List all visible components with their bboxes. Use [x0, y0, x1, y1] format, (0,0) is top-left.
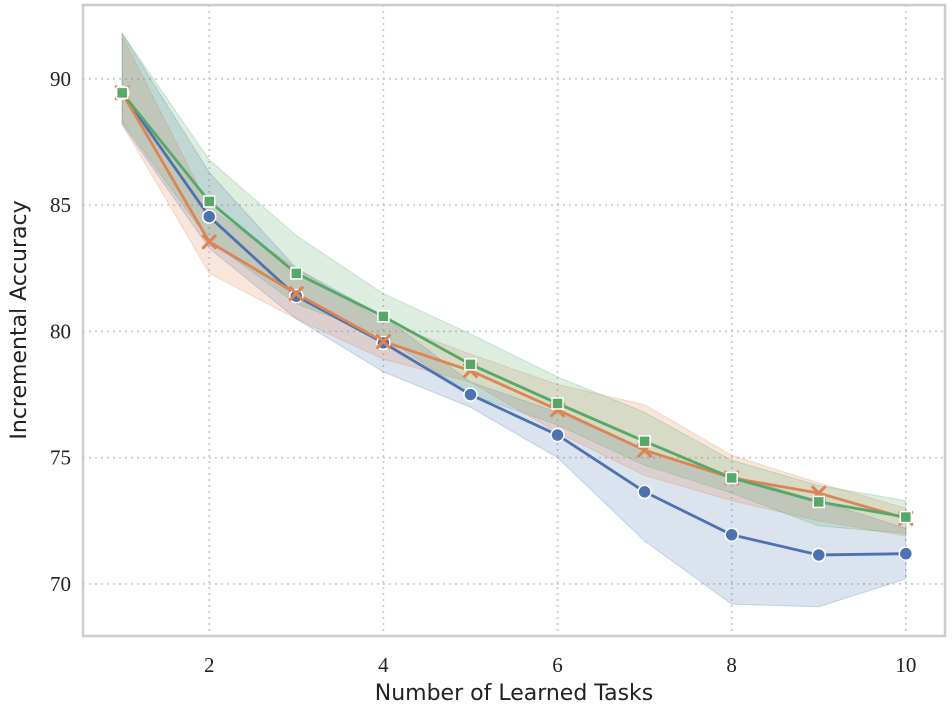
marker [115, 86, 129, 100]
marker [551, 397, 564, 410]
x-tick-label: 6 [552, 653, 563, 677]
marker [203, 195, 216, 208]
marker [550, 427, 565, 443]
y-axis-label: Incremental Accuracy [7, 200, 32, 439]
marker [811, 547, 826, 563]
confidence-band [121, 31, 907, 608]
y-tick-label: 70 [50, 572, 71, 596]
marker [725, 471, 738, 485]
marker [464, 358, 477, 371]
marker [463, 387, 478, 402]
marker [289, 288, 304, 304]
x-tick-label: 2 [204, 653, 215, 677]
y-tick-label: 75 [50, 446, 71, 470]
series-line [120, 92, 907, 520]
marker [202, 209, 217, 224]
marker [637, 484, 652, 500]
plot-frame [81, 3, 947, 638]
y-tick-label: 90 [50, 67, 71, 91]
marker [899, 510, 913, 524]
x-tick-label: 8 [726, 653, 737, 677]
series-line [121, 91, 907, 519]
marker [377, 310, 390, 323]
marker [290, 267, 303, 280]
marker [898, 546, 914, 561]
y-tick-label: 85 [50, 193, 71, 217]
marker [201, 234, 217, 250]
marker [812, 495, 825, 509]
marker [288, 286, 304, 302]
marker [375, 334, 391, 350]
marker [638, 435, 651, 448]
x-axis-label: Number of Learned Tasks [375, 681, 654, 706]
marker [724, 527, 739, 542]
series-line [121, 92, 906, 557]
y-tick-label: 80 [50, 319, 71, 343]
x-tick-label: 4 [378, 653, 389, 677]
x-tick-label: 10 [895, 653, 916, 677]
confidence-band [121, 35, 907, 537]
